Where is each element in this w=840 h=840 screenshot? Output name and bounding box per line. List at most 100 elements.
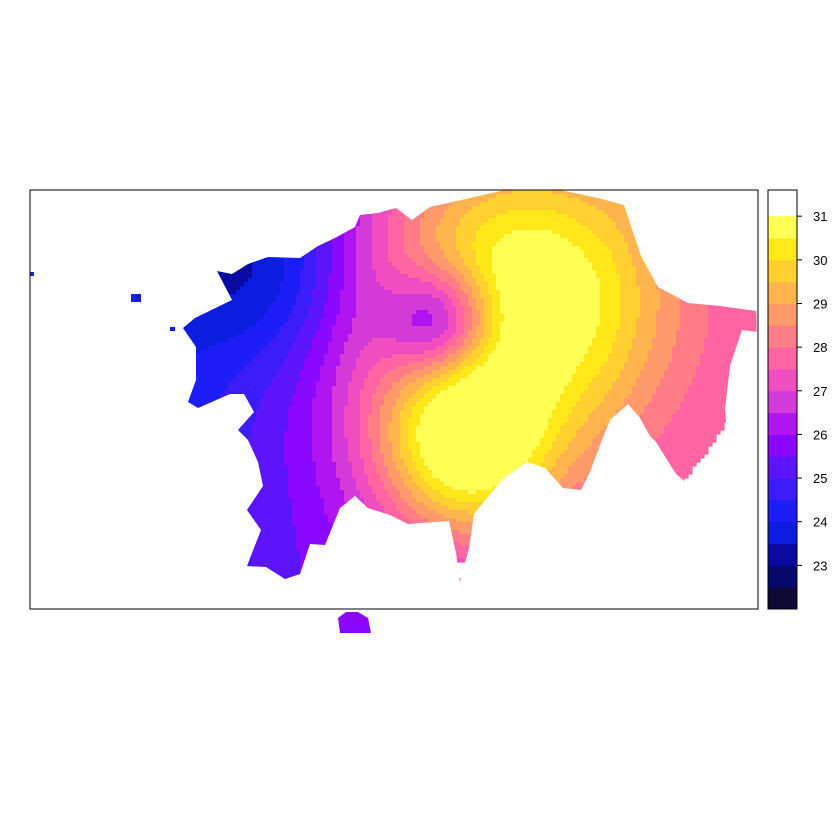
raster-cell-run xyxy=(252,566,301,571)
raster-cell-run xyxy=(644,366,669,371)
raster-cell-run xyxy=(460,222,485,227)
raster-cell-run xyxy=(324,310,341,315)
raster-cell-run xyxy=(652,342,677,347)
raster-cell-run xyxy=(368,506,385,511)
raster-cell-run xyxy=(200,638,253,643)
raster-cell-run xyxy=(432,470,517,475)
raster-cell-run xyxy=(324,362,341,367)
raster-cell-run xyxy=(500,334,597,339)
raster-cell-run xyxy=(404,374,425,379)
raster-cell-run xyxy=(568,214,609,219)
raster-cell-run xyxy=(392,210,409,215)
raster-cell-run xyxy=(708,326,757,331)
raster-cell-run xyxy=(332,266,345,271)
raster-cell-run xyxy=(364,470,377,475)
raster-cell-run xyxy=(248,514,293,519)
raster-cell-run xyxy=(620,298,641,303)
raster-cell-run xyxy=(404,218,421,223)
raster-cell-run xyxy=(30,618,201,623)
raster-cell-run xyxy=(620,326,637,331)
raster-cell-run xyxy=(620,286,641,291)
raster-cell-run xyxy=(292,514,329,519)
raster-cell-run xyxy=(700,354,753,359)
raster-cell-run xyxy=(372,442,381,447)
raster-cell-run xyxy=(620,374,641,379)
raster-cell-run xyxy=(588,382,613,387)
raster-cell-run xyxy=(376,466,389,471)
raster-cell-run xyxy=(344,254,357,259)
raster-cell-run xyxy=(680,402,737,407)
raster-cell-run xyxy=(404,514,421,519)
raster-cell-run xyxy=(492,270,597,275)
raster-cell-run xyxy=(556,402,577,407)
raster-cell-run xyxy=(484,346,497,351)
raster-cell-run xyxy=(548,470,569,475)
raster-cell-run xyxy=(356,478,369,483)
raster-cell-run xyxy=(308,310,325,315)
raster-cell-run xyxy=(372,458,385,463)
raster-cell-run xyxy=(316,286,329,291)
raster-cell-run xyxy=(284,322,305,327)
raster-cell-run xyxy=(356,254,373,259)
raster-cell-run xyxy=(472,322,481,327)
raster-cell-run xyxy=(576,402,601,407)
raster-cell-run xyxy=(584,250,613,255)
raster-cell-run xyxy=(604,398,625,403)
raster-cell-run xyxy=(552,230,593,235)
raster-cell-run xyxy=(420,218,441,223)
raster-cell-run xyxy=(30,630,201,633)
raster-cell-run xyxy=(428,494,445,499)
raster-cell-run xyxy=(312,426,333,431)
raster-cell-run xyxy=(296,334,317,339)
raster-cell-run xyxy=(200,350,261,355)
raster-cell-run xyxy=(248,326,281,331)
raster-cell-run xyxy=(304,614,369,619)
raster-cell-run xyxy=(692,378,745,383)
raster-cell-run xyxy=(268,310,293,315)
raster-cell-run xyxy=(444,250,461,255)
raster-cell-run xyxy=(620,310,641,315)
raster-cell-run xyxy=(580,454,609,459)
raster-cell-run xyxy=(364,462,377,467)
raster-cell-run xyxy=(600,402,625,407)
raster-cell-run xyxy=(468,374,573,379)
raster-cell-run xyxy=(384,454,393,459)
raster-cell-run xyxy=(392,386,405,391)
legend-tick-label: 31 xyxy=(813,209,827,224)
raster-cell-run xyxy=(296,302,313,307)
raster-cell-run xyxy=(488,342,497,347)
raster-cell-run xyxy=(344,418,361,423)
raster-cell-run xyxy=(436,354,449,359)
raster-cell-run xyxy=(420,234,437,239)
raster-cell-run xyxy=(344,278,357,283)
raster-cell-run xyxy=(472,206,597,211)
raster-cell-run xyxy=(364,458,373,463)
raster-cell-run xyxy=(496,214,569,219)
legend-bin xyxy=(768,521,797,545)
raster-cell-run xyxy=(308,314,325,319)
raster-cell-run xyxy=(296,390,317,395)
raster-cell-run xyxy=(472,306,477,311)
raster-cell-run xyxy=(360,442,373,447)
raster-cell-run xyxy=(300,326,321,331)
raster-cell-run xyxy=(408,486,421,491)
raster-cell-run xyxy=(256,410,289,415)
raster-cell-run xyxy=(400,442,409,447)
raster-cell-run xyxy=(336,370,353,375)
raster-cell-run xyxy=(572,462,601,467)
raster-cell-run xyxy=(476,238,501,243)
raster-cell-run xyxy=(348,390,361,395)
raster-cell-run xyxy=(292,394,317,399)
raster-cell-run xyxy=(352,318,413,323)
raster-cell-run xyxy=(316,330,333,335)
raster-cell-run xyxy=(440,478,509,483)
raster-cell-run xyxy=(416,434,545,439)
raster-cell-run xyxy=(412,322,433,327)
raster-cell-run xyxy=(372,410,381,415)
raster-cell-run xyxy=(340,482,357,487)
raster-cell-run xyxy=(200,610,253,615)
raster-cell-run xyxy=(500,238,569,243)
raster-cell-run xyxy=(500,330,597,335)
raster-cell-run xyxy=(388,474,401,479)
raster-cell-run xyxy=(484,334,493,339)
